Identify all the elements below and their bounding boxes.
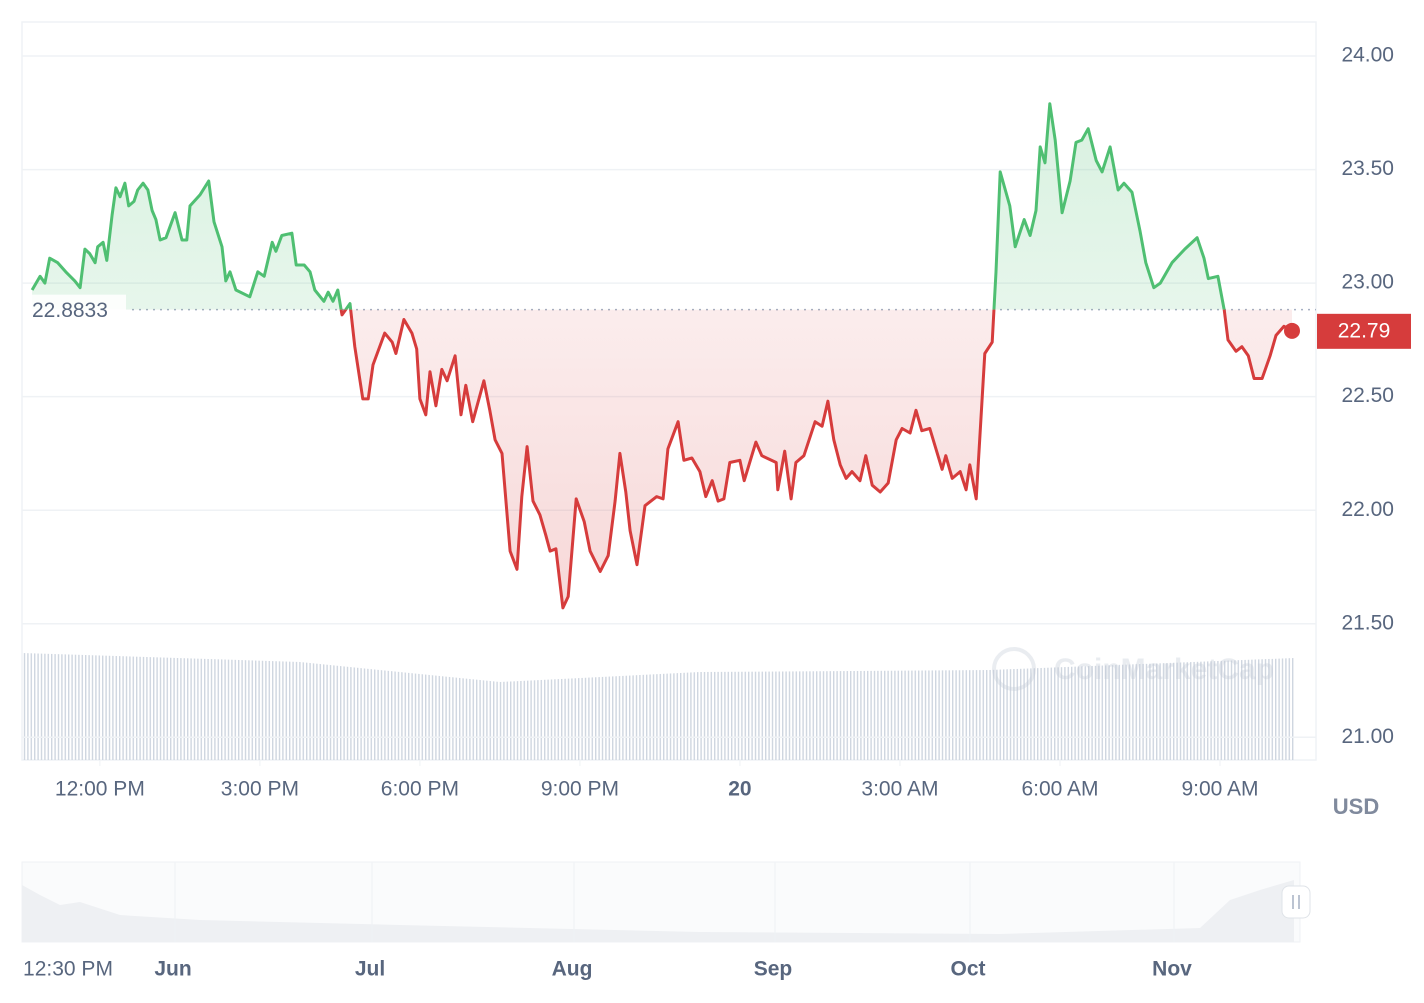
reference-label: 22.8833 xyxy=(32,299,108,322)
price-line-down xyxy=(339,309,1293,610)
x-tick-label: 3:00 PM xyxy=(221,778,299,801)
reference-label-bg xyxy=(26,294,126,325)
volume-bars xyxy=(22,653,1294,760)
navigator-label: Oct xyxy=(950,958,985,981)
x-tick-label: 6:00 PM xyxy=(381,778,459,801)
navigator-area xyxy=(22,880,1294,942)
x-tick-label: 6:00 AM xyxy=(1021,778,1098,801)
y-tick-label: 23.50 xyxy=(1341,157,1394,180)
watermark-logo xyxy=(992,647,1036,691)
navigator xyxy=(21,861,1311,943)
navigator-label: Nov xyxy=(1152,958,1192,981)
navigator-label: 12:30 PM xyxy=(23,958,113,981)
navigator-label: Aug xyxy=(552,958,593,981)
y-tick-label: 23.00 xyxy=(1341,271,1394,294)
y-tick-label: 22.50 xyxy=(1341,384,1394,407)
navigator-label: Jun xyxy=(154,958,191,981)
area-down xyxy=(341,309,1292,608)
navigator-handle[interactable] xyxy=(1281,885,1311,919)
y-tick-label: 24.00 xyxy=(1341,44,1394,67)
watermark: CoinMarketCap xyxy=(992,647,1274,691)
last-price-badge xyxy=(1317,313,1411,349)
y-tick-label: 22.00 xyxy=(1341,498,1394,521)
navigator-label: Jul xyxy=(355,958,385,981)
price-line-up xyxy=(30,102,1226,310)
last-point xyxy=(1283,322,1300,339)
plot-layer: 21.00 21.50 22.00 22.50 23.00 23.50 24.00 12:00… xyxy=(22,44,1411,801)
last-price-label: 22.79 xyxy=(1338,319,1391,342)
area-up xyxy=(32,103,1292,310)
navigator-label: Sep xyxy=(754,958,793,981)
x-tick-label: 9:00 AM xyxy=(1181,778,1258,801)
y-tick-label: 21.00 xyxy=(1341,725,1394,748)
x-tick-label: 20 xyxy=(728,778,751,801)
unit-label: USD xyxy=(1333,794,1379,819)
y-tick-label: 21.50 xyxy=(1341,611,1394,634)
watermark-text: CoinMarketCap xyxy=(1054,653,1274,686)
x-tick-label: 9:00 PM xyxy=(541,778,619,801)
x-tick-label: 12:00 PM xyxy=(55,778,145,801)
x-tick-label: 3:00 AM xyxy=(861,778,938,801)
